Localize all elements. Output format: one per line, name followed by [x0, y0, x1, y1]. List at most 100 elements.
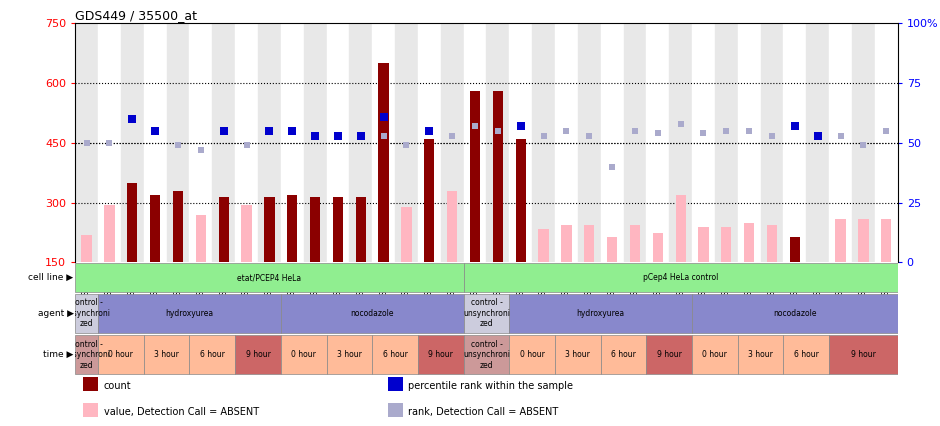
Text: 0 hour: 0 hour [291, 350, 316, 359]
Bar [875, 23, 898, 262]
Bar [561, 225, 572, 262]
Bar [350, 23, 372, 262]
Bar [355, 197, 366, 262]
Text: hydroxyurea: hydroxyurea [165, 309, 213, 318]
Bar [509, 294, 692, 333]
Text: 9 hour: 9 hour [245, 350, 271, 359]
Bar [304, 23, 326, 262]
Bar [424, 139, 434, 262]
Bar [829, 23, 852, 262]
Bar [98, 23, 121, 262]
Bar [235, 23, 258, 262]
Bar [395, 23, 418, 262]
Bar [790, 236, 800, 262]
Text: rank, Detection Call = ABSENT: rank, Detection Call = ABSENT [408, 406, 558, 417]
Text: control -
unsynchroni
zed: control - unsynchroni zed [63, 299, 110, 328]
Text: etat/PCEP4 HeLa: etat/PCEP4 HeLa [237, 273, 302, 282]
Bar [281, 335, 326, 374]
Text: 9 hour: 9 hour [429, 350, 453, 359]
Text: control -
unsynchroni
zed: control - unsynchroni zed [63, 340, 110, 370]
Bar [463, 263, 898, 292]
Text: pCep4 HeLa control: pCep4 HeLa control [643, 273, 718, 282]
Bar [104, 204, 115, 262]
Bar [127, 183, 137, 262]
Text: count: count [104, 381, 132, 391]
Bar [852, 23, 875, 262]
Bar [98, 294, 281, 333]
Bar [281, 294, 463, 333]
Text: 6 hour: 6 hour [794, 350, 819, 359]
Bar [82, 235, 92, 262]
Bar [829, 335, 898, 374]
Bar [463, 294, 509, 333]
Bar [669, 23, 692, 262]
Bar [150, 195, 161, 262]
Bar [623, 23, 647, 262]
Bar [692, 294, 898, 333]
Bar [372, 23, 395, 262]
Bar [190, 335, 235, 374]
Bar [372, 335, 418, 374]
Bar [578, 23, 601, 262]
Bar [281, 23, 304, 262]
Bar [212, 23, 235, 262]
Bar [607, 236, 618, 262]
Bar [418, 23, 441, 262]
Bar [721, 227, 731, 262]
Bar [242, 204, 252, 262]
Bar [326, 335, 372, 374]
Bar [190, 23, 212, 262]
Text: nocodazole: nocodazole [773, 309, 817, 318]
Bar [75, 335, 98, 374]
Bar [333, 197, 343, 262]
Text: 3 hour: 3 hour [154, 350, 179, 359]
Bar [84, 403, 98, 417]
Text: agent ▶: agent ▶ [38, 309, 73, 318]
Bar [783, 23, 807, 262]
Bar [463, 335, 509, 374]
Bar [676, 195, 686, 262]
Bar [493, 91, 503, 262]
Text: time ▶: time ▶ [43, 350, 73, 359]
Text: 0 hour: 0 hour [702, 350, 728, 359]
Bar [555, 23, 578, 262]
Text: 9 hour: 9 hour [657, 350, 682, 359]
Bar [441, 23, 463, 262]
Bar [166, 23, 190, 262]
Text: 0 hour: 0 hour [520, 350, 544, 359]
Text: 9 hour: 9 hour [851, 350, 876, 359]
Bar [692, 23, 715, 262]
Bar [401, 207, 412, 262]
Bar [470, 91, 480, 262]
Bar [509, 23, 532, 262]
Text: 6 hour: 6 hour [200, 350, 225, 359]
Bar [196, 215, 206, 262]
Bar [601, 23, 623, 262]
Bar [379, 63, 389, 262]
Bar [532, 23, 555, 262]
Bar [647, 335, 692, 374]
Bar [487, 23, 509, 262]
Bar [144, 23, 166, 262]
Bar [738, 23, 760, 262]
Bar [836, 219, 846, 262]
Bar [698, 227, 709, 262]
Bar [515, 139, 525, 262]
Bar [326, 23, 350, 262]
Bar [75, 263, 463, 292]
Text: 6 hour: 6 hour [383, 350, 408, 359]
Bar [630, 225, 640, 262]
Bar [584, 225, 594, 262]
Bar [881, 219, 891, 262]
Text: value, Detection Call = ABSENT: value, Detection Call = ABSENT [104, 406, 259, 417]
Bar [144, 335, 190, 374]
Text: 3 hour: 3 hour [337, 350, 362, 359]
Bar [555, 335, 601, 374]
Bar [75, 23, 98, 262]
Bar [98, 335, 144, 374]
Bar [738, 335, 783, 374]
Bar [264, 197, 274, 262]
Bar [463, 23, 487, 262]
Bar [219, 197, 228, 262]
Text: control -
unsynchroni
zed: control - unsynchroni zed [462, 340, 509, 370]
